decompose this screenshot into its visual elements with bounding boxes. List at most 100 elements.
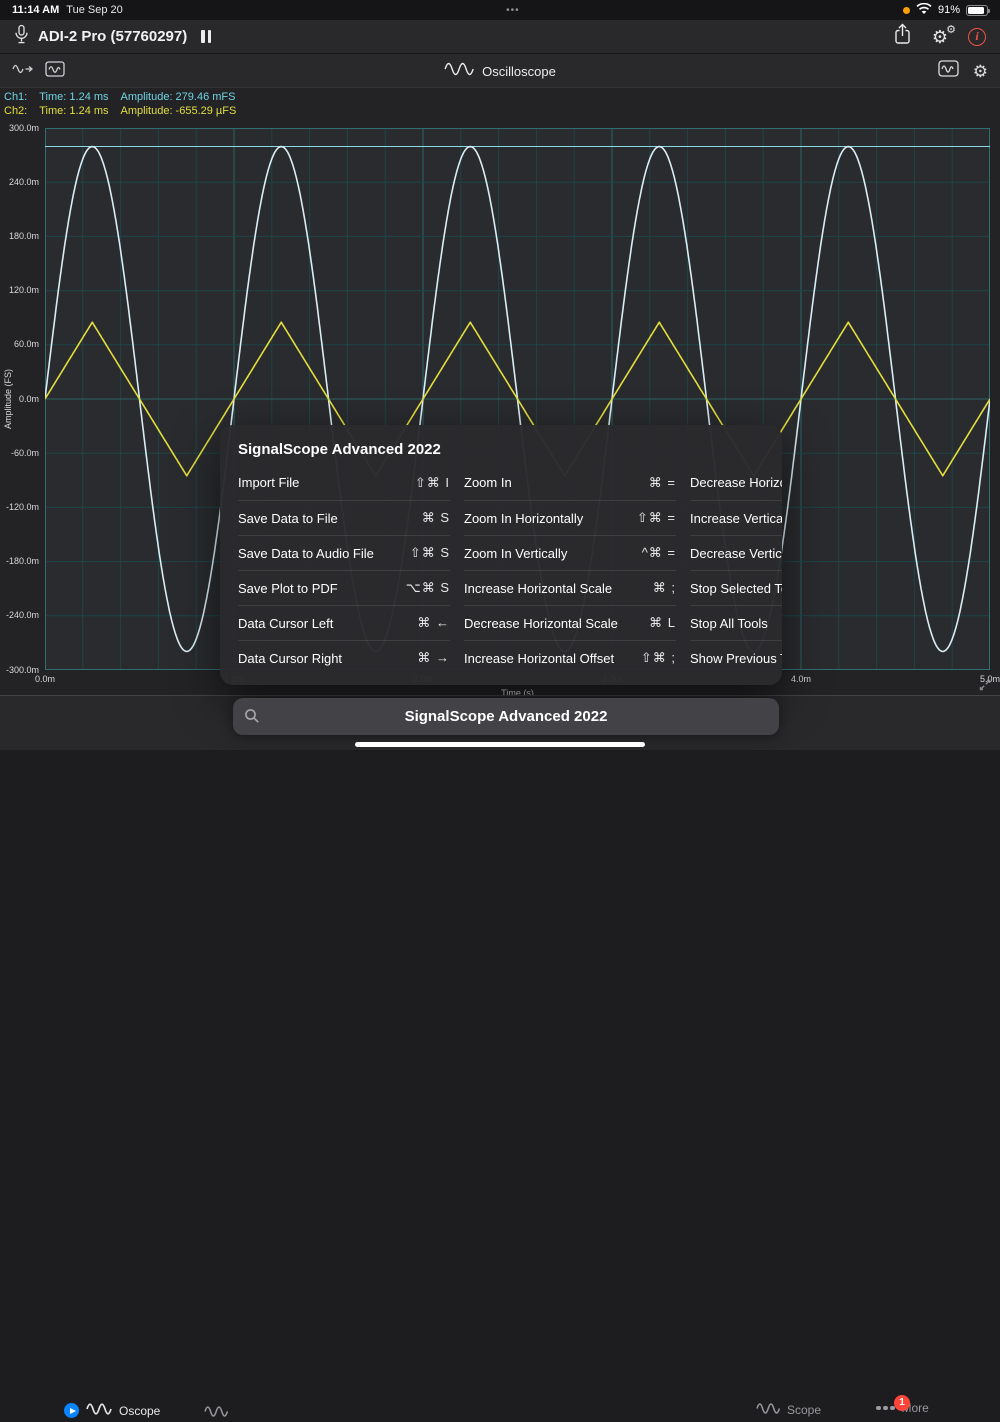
menu-item[interactable]: Zoom In Vertically ^⌘ = [464,535,676,570]
clock-time: 11:14 AM [12,4,60,16]
y-tick-label: -120.0m [5,501,39,512]
ch2-readout: Ch2: Time: 1.24 ms Amplitude: -655.29 µF… [4,104,1000,118]
search-overlay[interactable]: SignalScope Advanced 2022 [233,698,779,735]
menu-item-shortcut: ⌘ = [648,474,676,490]
shortcuts-columns: Import File ⇧⌘ I Save Data to File ⌘ S Save … [220,465,782,675]
battery-icon [966,4,990,16]
ch2-prefix: Ch2: [4,105,28,117]
y-tick-label: 180.0m [8,230,39,241]
menu-item-label: Decrease Horizor [690,475,782,490]
oscilloscope-chart: Amplitude (FS) 300.0m 240.0m 180.0m 120.0m 6… [0,118,1000,698]
scope-plot[interactable] [45,128,990,670]
menu-item[interactable]: Decrease Vertical [690,535,782,570]
ch1-time: Time: 1.24 ms [39,91,109,103]
tab-more[interactable]: 1 More [876,1394,929,1415]
scope-display-icon[interactable] [938,60,959,82]
mic-icon[interactable] [14,24,29,50]
channel-readout: Ch1: Time: 1.24 ms Amplitude: 279.46 mFS… [0,88,1000,118]
search-icon [244,708,260,729]
tab-label: Oscope [119,1403,161,1418]
scope-tab-icon [756,1401,781,1419]
menu-item-label: Import File [238,475,300,490]
ch1-amplitude: Amplitude: 279.46 mFS [120,91,236,103]
menu-item-label: Save Data to File [238,510,338,526]
y-tick-label: -240.0m [5,610,39,621]
y-tick-label: 0.0m [18,393,39,404]
menu-item[interactable]: Stop All Tools [690,605,782,640]
menu-item[interactable]: Decrease Horizontal Scale ⌘ L [464,605,676,640]
play-badge-icon [64,1403,79,1418]
menu-item-shortcut: ⌥⌘ S [405,580,450,595]
share-icon[interactable] [893,23,912,51]
menu-item-label: Zoom In Horizontally [464,510,584,526]
menu-item[interactable]: Data Cursor Right ⌘ → [238,640,450,675]
menu-item-label: Decrease Vertical [690,545,782,561]
x-axis-title: Time (s) [501,688,534,698]
menu-item-label: Zoom In Vertically [464,545,568,561]
y-tick-label: -60.0m [10,447,39,458]
shortcuts-column: Import File ⇧⌘ I Save Data to File ⌘ S Save … [238,465,450,675]
shortcuts-column: Decrease Horizor Increase Vertical Decreas… [690,465,782,675]
menu-item-label: Increase Vertical [690,510,782,526]
menu-item-label: Save Plot to PDF [238,580,338,596]
menu-item[interactable]: Zoom In Horizontally ⇧⌘ = [464,500,676,535]
y-axis-ticks: 300.0m 240.0m 180.0m 120.0m 60.0m 0.0m -60.0m -… [0,118,41,695]
menu-item-shortcut: ⌘ L [649,615,676,630]
menu-item[interactable]: Zoom In ⌘ = [464,465,676,500]
menu-item-label: Save Data to Audio File [238,545,374,561]
y-tick-label: 300.0m [8,122,39,133]
tab-scope[interactable]: Scope [756,1401,821,1419]
menu-item[interactable]: Increase Horizontal Scale ⌘ ; [464,570,676,605]
menu-item-shortcut: ⇧⌘ I [414,474,450,490]
y-tick-label: 60.0m [13,339,39,350]
menu-item-label: Stop All Tools [690,615,768,631]
ch2-time: Time: 1.24 ms [39,105,109,117]
menu-item[interactable]: Save Plot to PDF ⌥⌘ S [238,570,450,605]
info-icon[interactable]: i [968,27,986,46]
menu-item[interactable]: Save Data to Audio File ⇧⌘ S [238,535,450,570]
menu-item-shortcut: ^⌘ = [641,545,676,560]
menu-item[interactable]: Show Previous To [690,640,782,675]
more-icon: 1 [876,1394,910,1411]
menu-item[interactable]: Increase Horizontal Offset ⇧⌘ ; [464,640,676,675]
wifi-icon [916,2,932,18]
menu-item[interactable]: Import File ⇧⌘ I [238,465,450,500]
x-tick-label: 5.0m [979,674,1000,684]
menu-item-label: Zoom In [464,475,512,490]
settings-icon[interactable]: ⚙ ⚙ [931,23,956,47]
menu-item[interactable]: Save Data to File ⌘ S [238,500,450,535]
menu-item[interactable]: Stop Selected Too [690,570,782,605]
home-indicator[interactable] [355,742,645,747]
signal-route-icon[interactable] [12,61,35,82]
menu-item-shortcut: ⇧⌘ = [636,510,676,525]
menu-item-label: Data Cursor Left [238,615,334,631]
waveform-tab-icon [204,1404,229,1422]
meter-box-icon[interactable] [45,60,65,82]
ch2-amplitude: Amplitude: -655.29 µFS [120,105,237,117]
tab-hidden[interactable] [204,1404,229,1422]
search-text: SignalScope Advanced 2022 [404,708,608,725]
shortcuts-title: SignalScope Advanced 2022 [238,441,441,458]
clock-date: Tue Sep 20 [66,4,123,16]
tab-label: Scope [787,1403,822,1417]
tool-title: Oscilloscope [482,63,556,79]
tab-oscope[interactable]: Oscope [64,1401,160,1420]
menu-item-label: Increase Horizontal Offset [464,650,615,666]
app-header: ADI-2 Pro (57760297) ⚙ ⚙ i [0,20,1000,54]
menu-item-label: Decrease Horizontal Scale [464,615,618,631]
menu-item[interactable]: Increase Vertical [690,500,782,535]
menu-item-shortcut: ⇧⌘ ; [640,650,676,665]
multitask-dots: ••• [506,4,520,16]
gear-icon[interactable]: ⚙ [972,61,988,81]
menu-item-label: Stop Selected Too [690,580,782,596]
menu-item-shortcut: ⇧⌘ S [409,545,450,560]
menu-item-shortcut: ⌘ ; [652,580,676,595]
menu-item[interactable]: Decrease Horizor [690,465,782,500]
expand-icon[interactable] [978,678,992,697]
menu-item-shortcut: ⌘ S [421,510,450,525]
menu-item[interactable]: Data Cursor Left ⌘ ← [238,605,450,640]
pause-button[interactable] [201,30,212,43]
ch1-prefix: Ch1: [4,91,28,103]
ch1-readout: Ch1: Time: 1.24 ms Amplitude: 279.46 mFS [4,90,1000,104]
device-name[interactable]: ADI-2 Pro (57760297) [38,28,188,45]
